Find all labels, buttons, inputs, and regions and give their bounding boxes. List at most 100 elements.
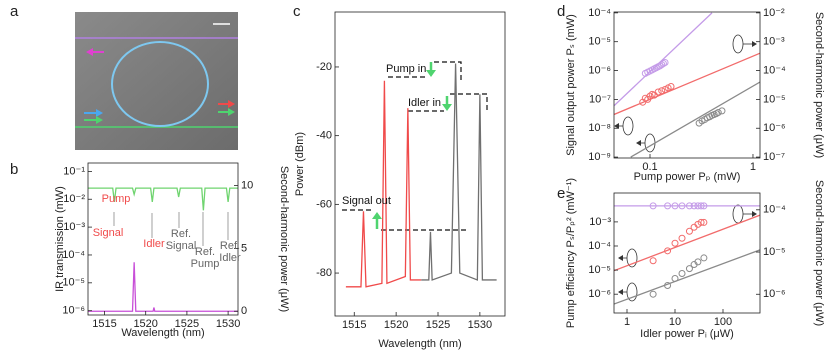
data-point (685, 202, 693, 210)
x-tick-label: 1530 (468, 319, 492, 331)
y-tick-label: 10⁻⁵ (588, 264, 611, 276)
data-point (690, 202, 698, 210)
x-tick-label: 1 (750, 161, 756, 173)
plot-area (614, 12, 760, 158)
plot-frame (613, 11, 761, 159)
data-point (700, 202, 708, 210)
annotation: Signal (93, 227, 124, 239)
y-axis-label: Signal output power Pₛ (mW) (565, 14, 577, 156)
series-line (88, 187, 238, 211)
y-tick-label: 10⁻⁷ (589, 93, 611, 105)
plot-area (88, 187, 238, 312)
y-tick-label: -20 (316, 61, 332, 73)
pointer-lines (113, 212, 229, 246)
data-point (664, 202, 672, 210)
annotation: Idler (219, 252, 241, 264)
y2-tick-label: 10⁻³ (763, 36, 785, 48)
x-tick-label: 1530 (216, 318, 240, 330)
series-line (421, 63, 497, 281)
y2-tick-label: 10⁻² (763, 7, 785, 19)
annotation: Ref. (195, 246, 215, 258)
panel-label: c (293, 3, 301, 20)
panel-label: b (10, 161, 18, 178)
y-tick-label: 10⁻⁵ (62, 277, 85, 289)
data-point (678, 270, 686, 278)
data-point (694, 258, 702, 266)
x-axis-label: Pump power Pₚ (mW) (634, 171, 741, 183)
y-tick-label: 10⁻⁸ (588, 122, 611, 134)
y-tick-label: 10⁻¹ (63, 165, 85, 177)
data-point (659, 60, 667, 68)
data-point (700, 254, 708, 262)
annotation: Idler (143, 238, 165, 250)
data-point (654, 88, 662, 96)
data-point (718, 107, 726, 115)
x-tick-label: 1525 (426, 319, 450, 331)
y2-axis-label: Second-harmonic power (μW) (813, 180, 825, 326)
x-tick-label: 0.1 (642, 161, 657, 173)
panel-label: e (557, 185, 565, 202)
y-tick-label: 10⁻² (63, 193, 85, 205)
annotation: Signal out (342, 195, 391, 207)
series-line (614, 214, 760, 272)
series-line (614, 52, 760, 116)
annotation: Ref. (171, 228, 191, 240)
series-line (630, 81, 760, 158)
y-tick-label: 10⁻⁶ (588, 64, 611, 76)
plot-frame (613, 192, 761, 314)
x-tick-label: 1515 (342, 319, 366, 331)
guides (342, 61, 488, 231)
data-point (656, 62, 664, 70)
micrograph (75, 12, 238, 150)
data-point (685, 265, 693, 273)
data-point (658, 87, 666, 95)
data-point (671, 274, 679, 282)
data-point (678, 234, 686, 242)
x-axis-label: Wavelength (nm) (378, 338, 461, 350)
x-tick-label: 100 (714, 316, 732, 328)
y2-tick-label: 5 (241, 242, 247, 254)
y-tick-label: -40 (316, 130, 332, 142)
y2-tick-label: 10⁻⁶ (763, 288, 786, 300)
annotation: Idler in (408, 97, 441, 109)
y-tick-label: 10⁻⁶ (62, 305, 85, 317)
series-line (345, 80, 422, 288)
axis-indicators (614, 34, 757, 302)
data-point (661, 59, 669, 67)
plot-frame (87, 162, 239, 316)
data-point (649, 257, 657, 265)
y-axis-label: Pump efficiency Pₛ/Pₚ² (mW⁻¹) (565, 178, 577, 328)
series-line (88, 262, 238, 312)
y2-axis-label: Second-harmonic power (μW) (813, 12, 825, 158)
y2-axis-label: Second-harmonic power (μW) (278, 166, 290, 312)
y-axis-label: Power (dBm) (294, 132, 306, 196)
y-tick-label: -80 (316, 267, 332, 279)
x-tick-label: 1 (624, 316, 630, 328)
y-tick-label: 10⁻⁴ (62, 249, 85, 261)
data-point (697, 202, 705, 210)
y-tick-label: 10⁻⁴ (588, 7, 611, 19)
series-line (614, 12, 713, 107)
y2-tick-label: 10⁻⁵ (763, 93, 786, 105)
x-axis-label: Wavelength (nm) (121, 327, 204, 339)
annotation: Pump (102, 193, 131, 205)
annotation: Signal (166, 240, 197, 252)
data-point (664, 281, 672, 289)
data-point (667, 82, 675, 90)
plot-area (614, 202, 760, 305)
y2-tick-label: 10 (241, 180, 253, 192)
data-point (700, 218, 708, 226)
annotation: Ref. (220, 240, 240, 252)
x-tick-label: 1520 (133, 318, 157, 330)
y-tick-label: 10⁻⁴ (588, 240, 611, 252)
data-point (664, 247, 672, 255)
series-line (614, 249, 760, 305)
data-point (697, 218, 705, 226)
data-point (646, 92, 654, 100)
x-tick-label: 1525 (175, 318, 199, 330)
data-point (649, 290, 657, 298)
y2-tick-label: 0 (241, 305, 247, 317)
plot-frame (334, 11, 506, 317)
y2-tick-label: 10⁻⁴ (763, 64, 786, 76)
